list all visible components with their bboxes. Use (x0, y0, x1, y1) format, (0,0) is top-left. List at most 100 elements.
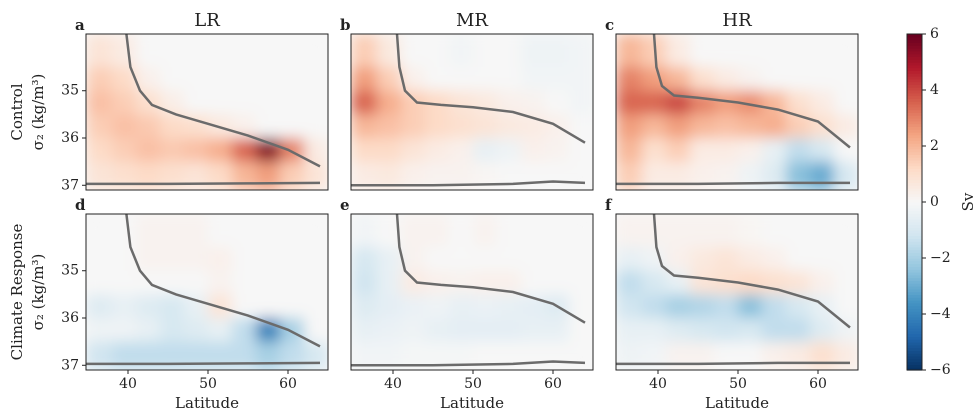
colorbar-step (907, 322, 922, 326)
heatmap-cell (690, 90, 715, 115)
heatmap-cell (256, 161, 281, 190)
heatmap-cell (642, 114, 667, 139)
heatmap-cell (136, 138, 161, 163)
heatmap-cell (160, 247, 185, 272)
heatmap-cell (834, 294, 858, 319)
heatmap-cell (786, 341, 811, 370)
heatmap-cell (810, 270, 835, 295)
x-tick-label: 50 (464, 376, 482, 392)
heatmap-cell (184, 214, 209, 248)
heatmap-cell (473, 214, 498, 248)
colorbar-step (907, 328, 922, 332)
colorbar-step (907, 70, 922, 74)
heatmap-cell (473, 90, 498, 115)
heatmap-cell (738, 114, 763, 139)
heatmap-cell (473, 138, 498, 163)
heatmap-cell (351, 214, 378, 248)
heatmap-cell (497, 294, 522, 319)
heatmap-cell (545, 318, 570, 343)
heatmap-cell (232, 138, 257, 163)
heatmap-cell (762, 318, 787, 343)
colorbar-step (907, 263, 922, 267)
heatmap-cell (666, 270, 691, 295)
heatmap-cell (497, 214, 522, 248)
heatmap-cell (473, 67, 498, 92)
heatmap-cell (112, 114, 137, 139)
heatmap-cell (569, 67, 593, 92)
colorbar-step (907, 367, 922, 371)
colorbar-step (907, 188, 922, 192)
heatmap-cell (834, 138, 858, 163)
heatmap-cell (208, 318, 233, 343)
heatmap-cell (86, 294, 113, 319)
heatmap-cell (810, 247, 835, 272)
colorbar-step (907, 42, 922, 46)
heatmap-cell (738, 294, 763, 319)
heatmap-cell (714, 318, 739, 343)
heatmap-cell (786, 270, 811, 295)
heatmap-cells (351, 34, 593, 190)
colorbar-tick-label: −6 (930, 362, 951, 378)
colorbar-step (907, 140, 922, 144)
heatmap-cell (280, 138, 305, 163)
colorbar-step (907, 115, 922, 119)
heatmap-cell (642, 318, 667, 343)
colorbar-tick-label: 4 (930, 82, 939, 98)
heatmap-cell (690, 114, 715, 139)
heatmap-cell (351, 294, 378, 319)
colorbar-step (907, 48, 922, 52)
x-tick-label: 50 (729, 376, 747, 392)
panel-frame (350, 33, 594, 191)
colorbar-step (907, 112, 922, 116)
y-axis-label: σ₂ (kg/m³) (29, 74, 47, 151)
heatmap-cell (810, 341, 835, 370)
heatmap-cell (208, 67, 233, 92)
x-tick-label: 40 (649, 376, 667, 392)
heatmap-cell (184, 67, 209, 92)
x-tick-label: 60 (279, 376, 297, 392)
heatmap-cell (280, 247, 305, 272)
heatmap-cell (714, 34, 739, 68)
heatmap-cell (690, 138, 715, 163)
panel-letter: d (75, 196, 86, 214)
heatmap-cell (690, 318, 715, 343)
heatmap-cell (569, 247, 593, 272)
colorbar-step (907, 137, 922, 141)
heatmap-cell (616, 34, 643, 68)
heatmap-cell (690, 294, 715, 319)
heatmap-cell (521, 247, 546, 272)
heatmap-cell (834, 270, 858, 295)
heatmap-cell (160, 214, 185, 248)
y-tick-label: 37 (61, 177, 79, 193)
heatmap-cell (280, 318, 305, 343)
colorbar-tick-label: 6 (930, 26, 939, 42)
heatmap-cell (521, 90, 546, 115)
colorbar-step (907, 76, 922, 80)
colorbar-step (907, 95, 922, 99)
panel (351, 214, 593, 370)
colorbar-step (907, 300, 922, 304)
colorbar-step (907, 218, 922, 223)
heatmap-cell (738, 67, 763, 92)
heatmap-cell (810, 318, 835, 343)
colorbar-step (907, 146, 922, 150)
heatmap-cell (449, 34, 474, 68)
colorbar-step (907, 129, 922, 133)
heatmap-cell (86, 161, 113, 190)
heatmap-cell (304, 270, 328, 295)
heatmap-cell (497, 138, 522, 163)
heatmap-cell (304, 114, 328, 139)
heatmap-cell (642, 341, 667, 370)
colorbar-step (907, 118, 922, 122)
colorbar-step (907, 59, 922, 63)
heatmap-cell (449, 114, 474, 139)
heatmap-cell (401, 214, 426, 248)
colorbar-step (907, 288, 922, 293)
heatmap-cell (642, 161, 667, 190)
colorbar-step (907, 221, 922, 225)
heatmap-cell (136, 67, 161, 92)
colorbar-step (907, 330, 922, 335)
heatmap-cell (112, 341, 137, 370)
heatmap-cell (304, 34, 328, 68)
